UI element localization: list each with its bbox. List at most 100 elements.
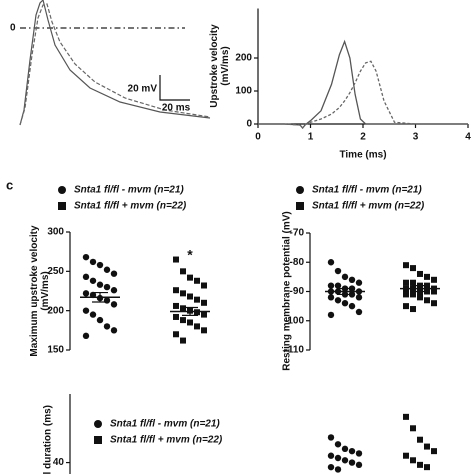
y-tick-label: -90 xyxy=(290,286,305,297)
y-tick-label: 100 xyxy=(235,86,252,97)
data-point xyxy=(431,448,437,455)
data-point xyxy=(103,323,111,330)
data-point xyxy=(96,281,104,288)
data-point xyxy=(341,300,349,307)
data-point xyxy=(82,332,90,340)
y-tick-label: -110 xyxy=(285,345,305,356)
panel-label: c xyxy=(6,177,13,192)
y-tick-label: 300 xyxy=(47,227,64,238)
legend-label: Snta1 fl/fl - mvm (n=21) xyxy=(110,419,220,430)
data-point xyxy=(348,447,356,455)
data-point xyxy=(180,268,186,275)
legend-marker xyxy=(94,420,102,428)
data-point xyxy=(355,279,363,286)
data-point xyxy=(327,259,335,266)
legend-marker xyxy=(94,436,102,444)
y-tick-label: 40 xyxy=(53,457,65,468)
error-bar xyxy=(182,306,198,316)
y-axis-label: Maximum upstroke velocity xyxy=(29,225,40,357)
data-point xyxy=(417,270,423,277)
scale-ms: 20 ms xyxy=(162,103,191,114)
data-point xyxy=(341,445,349,453)
data-point xyxy=(327,311,335,319)
data-point xyxy=(403,262,409,269)
data-point xyxy=(417,461,423,468)
data-point xyxy=(110,327,118,334)
legend-marker xyxy=(296,202,304,210)
data-point xyxy=(180,305,186,312)
data-point xyxy=(355,450,363,457)
scale-bar xyxy=(159,75,190,101)
data-point xyxy=(89,258,97,266)
data-point xyxy=(173,302,179,309)
y-tick-label: -100 xyxy=(284,315,304,326)
trace-panel: 0 20 mV 20 ms xyxy=(10,0,211,126)
y-tick-label: 0 xyxy=(246,119,252,130)
data-point xyxy=(403,452,409,459)
data-point xyxy=(187,293,193,300)
data-point xyxy=(424,464,430,471)
data-point xyxy=(431,288,437,295)
trace-dashed xyxy=(19,3,211,126)
x-tick-label: 0 xyxy=(255,132,261,143)
error-bar xyxy=(412,285,428,293)
legend-marker xyxy=(58,186,66,194)
data-point xyxy=(201,299,207,306)
data-point xyxy=(410,265,416,272)
annotation: * xyxy=(187,247,193,263)
data-point xyxy=(187,319,193,326)
data-point xyxy=(410,279,416,286)
data-point xyxy=(417,436,423,443)
x-tick-label: 1 xyxy=(308,132,314,143)
data-point xyxy=(403,303,409,310)
x-tick-label: 3 xyxy=(413,132,419,143)
data-point xyxy=(348,276,356,283)
data-point xyxy=(82,290,90,297)
y-axis-label: Upstroke velocity xyxy=(209,24,220,108)
data-point xyxy=(424,297,430,304)
data-point xyxy=(89,311,97,318)
legend-marker xyxy=(296,186,304,194)
y-axis-label: (mV/ms) xyxy=(220,46,231,85)
data-point xyxy=(403,291,409,298)
data-point xyxy=(334,454,342,462)
data-point xyxy=(355,461,363,469)
y-tick-label: 200 xyxy=(235,53,252,64)
x-tick-label: 4 xyxy=(465,132,471,143)
velocity-trace xyxy=(258,39,468,130)
data-point xyxy=(424,273,430,280)
data-point xyxy=(173,256,179,263)
data-point xyxy=(327,463,335,471)
data-point xyxy=(201,311,207,318)
data-point xyxy=(173,313,179,320)
data-point xyxy=(334,267,342,275)
data-point xyxy=(89,291,97,299)
data-point xyxy=(194,323,200,330)
data-point xyxy=(89,277,97,284)
error-bar xyxy=(92,291,108,303)
data-point xyxy=(82,307,90,314)
data-point xyxy=(410,306,416,313)
data-point xyxy=(110,287,118,294)
legend-label: Snta1 fl/fl - mvm (n=21) xyxy=(312,185,422,196)
legend-label: Snta1 fl/fl - mvm (n=21) xyxy=(74,185,184,196)
data-point xyxy=(341,457,349,464)
data-point xyxy=(431,276,437,283)
data-point xyxy=(403,413,409,420)
data-point xyxy=(410,291,416,298)
data-point xyxy=(410,457,416,464)
data-point xyxy=(334,282,342,289)
y-tick-label: -80 xyxy=(290,257,305,268)
data-point xyxy=(341,273,349,281)
velocity-trace xyxy=(258,60,468,130)
data-point xyxy=(173,287,179,294)
data-point xyxy=(82,253,90,261)
data-point xyxy=(82,273,90,281)
data-point xyxy=(327,434,335,441)
data-point xyxy=(334,441,342,448)
error-bar xyxy=(337,287,353,296)
y-axis-label: Resting membrane potential (mV) xyxy=(282,211,293,370)
data-point xyxy=(334,466,342,473)
data-point xyxy=(110,270,118,277)
